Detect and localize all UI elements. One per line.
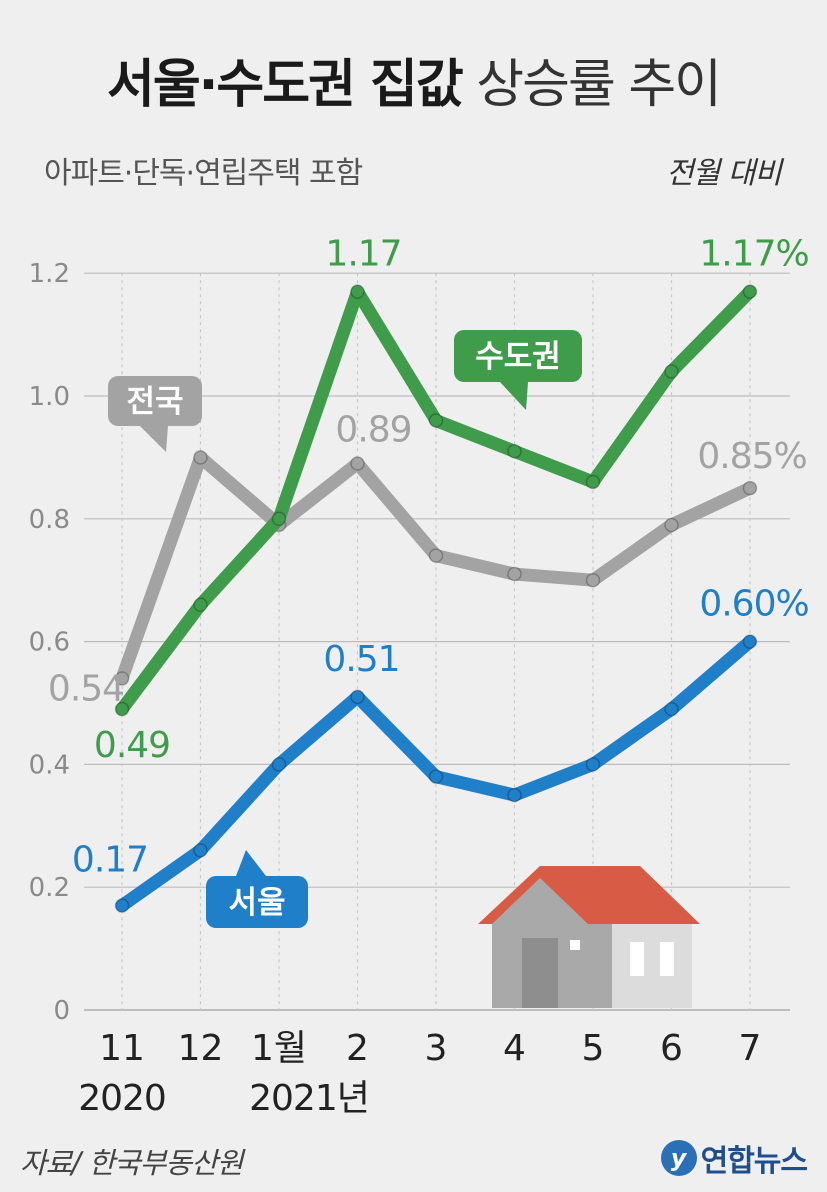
callout-label: 서울 (228, 885, 285, 921)
data-point (350, 689, 365, 705)
x-axis: 11 12 1월 2 3 4 5 6 7 2020 2021년 (78, 1028, 761, 1119)
callout-tail (140, 426, 168, 452)
data-point (585, 757, 601, 772)
publisher-logo: y 연합뉴스 (660, 1136, 808, 1180)
callout-box (108, 376, 202, 426)
callout-label: 수도권 (475, 339, 561, 375)
data-point (428, 769, 444, 784)
x-tick-label: 3 (425, 1028, 448, 1069)
data-point (271, 511, 287, 527)
x-tick-label: 5 (582, 1028, 605, 1069)
x-year-label: 2020 (78, 1078, 166, 1119)
data-point (193, 843, 208, 858)
data-point (507, 444, 522, 459)
data-point (114, 701, 130, 717)
data-point (664, 701, 679, 717)
data-label: 0.51 (323, 639, 399, 680)
chart-subtitle: 아파트·단독·연립주택 포함 (44, 156, 363, 191)
data-point (193, 597, 208, 613)
callout-box (206, 876, 308, 928)
chart-title-light: 상승률 추이 (476, 55, 722, 115)
data-label: 1.17 (325, 234, 401, 275)
data-point (742, 284, 758, 299)
data-label: 0.89 (335, 410, 411, 451)
x-tick-label: 6 (660, 1028, 683, 1069)
y-tick-label: 0.6 (29, 628, 70, 658)
house-door (522, 938, 558, 1008)
data-label: 0.49 (94, 725, 170, 766)
data-labels: 0.54 0.89 0.85% 0.49 1.17 1.17% 0.17 0.51 0.60% (48, 234, 810, 881)
data-point (114, 671, 130, 686)
data-point (507, 787, 522, 803)
house-gable (492, 878, 588, 924)
x-tick-label: 4 (503, 1028, 526, 1069)
data-point (585, 474, 601, 490)
y-tick-label: 0.4 (29, 750, 70, 780)
callout-tail (500, 382, 528, 410)
line-chart: 0 0.2 0.4 0.6 0.8 1.0 1.2 11 12 1월 2 3 4 5 6 7 2020 2021… (29, 234, 810, 1119)
x-tick-label: 12 (178, 1028, 224, 1069)
callout-label: 전국 (126, 384, 183, 420)
data-point (193, 450, 208, 465)
data-label: 1.17% (699, 234, 808, 275)
series-lines (114, 284, 758, 913)
data-label: 0.17 (72, 840, 148, 881)
grid-lines (84, 272, 790, 1011)
house-side (612, 924, 692, 1008)
x-tick-label: 2 (346, 1028, 369, 1069)
unit-note: 전월 대비 (666, 156, 782, 191)
logo-globe-icon: y (660, 1140, 697, 1176)
source-note: 자료/ 한국부동산원 (20, 1146, 243, 1180)
data-point (428, 548, 444, 563)
data-label: 0.54 (48, 668, 124, 709)
house-illustration (478, 866, 700, 1008)
data-point (114, 898, 130, 913)
data-point (350, 456, 365, 471)
house-window-small (570, 940, 580, 950)
data-point (428, 413, 444, 428)
callout-tail (236, 850, 266, 876)
logo-text: 연합뉴스 (700, 1144, 808, 1179)
y-tick-label: 0 (53, 996, 70, 1026)
callout-box (454, 330, 582, 382)
y-tick-label: 0.2 (29, 873, 70, 903)
y-tick-label: 1.2 (29, 259, 70, 289)
data-point (271, 757, 287, 772)
x-tick-label: 11 (99, 1028, 145, 1069)
data-point (664, 517, 679, 533)
x-tick-label: 7 (739, 1028, 762, 1069)
chart-title: 서울·수도권 집값 상승률 추이 (0, 42, 827, 117)
y-tick-label: 1.0 (29, 382, 70, 412)
y-axis: 0 0.2 0.4 0.6 0.8 1.0 1.2 (29, 259, 70, 1026)
data-label: 0.85% (697, 436, 806, 477)
data-point (664, 364, 679, 379)
data-point (507, 566, 522, 582)
data-point (742, 634, 758, 649)
house-window-right (660, 942, 674, 976)
house-window-left (630, 942, 644, 976)
data-label: 0.60% (699, 584, 808, 625)
y-tick-label: 0.8 (29, 505, 70, 535)
data-point (742, 480, 758, 496)
x-year-label: 2021년 (249, 1078, 369, 1119)
chart-title-bold: 서울·수도권 집값 (106, 55, 464, 115)
data-point (585, 572, 601, 588)
data-point (350, 284, 365, 299)
x-tick-label: 1월 (251, 1028, 307, 1069)
